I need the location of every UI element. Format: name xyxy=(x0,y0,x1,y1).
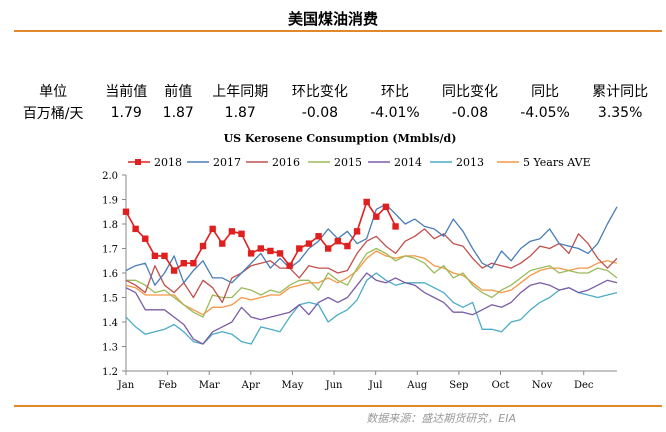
legend-label: 2015 xyxy=(334,156,362,169)
legend-marker xyxy=(135,159,141,165)
data-point xyxy=(392,223,399,230)
data-point xyxy=(247,250,255,257)
stats-header-cell: 累计同比 xyxy=(592,84,649,100)
stats-value-cell: -0.08 xyxy=(451,105,489,121)
stats-value-cell: 百万桶/天 xyxy=(22,106,84,122)
data-point xyxy=(219,240,226,247)
stats-header-cell: 前值 xyxy=(164,84,193,100)
data-point xyxy=(238,230,245,237)
series-line-2017 xyxy=(125,203,618,286)
stats-value-cell: -4.05% xyxy=(520,105,570,121)
data-point xyxy=(382,203,390,211)
data-point xyxy=(353,228,361,235)
stats-header-cell: 同比 xyxy=(531,84,560,100)
page-title: 美国煤油消费 xyxy=(287,10,378,28)
y-tick-label: 1.5 xyxy=(102,294,118,305)
series-line-5-years-ave xyxy=(125,250,618,316)
x-tick-label: Nov xyxy=(532,380,553,391)
stats-header-cell: 环比 xyxy=(380,84,409,100)
stats-header-cell: 环比变化 xyxy=(291,84,348,100)
chart-title: US Kerosene Consumption (Mmbls/d) xyxy=(224,132,457,145)
x-tick-label: Jun xyxy=(325,380,343,391)
legend-label: 2014 xyxy=(394,156,422,169)
y-tick-label: 1.6 xyxy=(102,269,118,280)
legend-label: 2013 xyxy=(456,156,484,169)
x-tick-label: May xyxy=(282,380,304,391)
x-tick-label: Sep xyxy=(449,380,468,391)
data-point xyxy=(305,240,313,247)
data-point xyxy=(132,225,139,233)
data-point xyxy=(161,252,168,260)
series-line-2014 xyxy=(125,272,618,345)
data-point xyxy=(199,242,207,250)
stats-header-cell: 当前值 xyxy=(105,84,148,100)
data-point xyxy=(142,235,149,242)
data-point xyxy=(151,252,159,260)
x-tick-label: Jan xyxy=(117,380,135,391)
x-tick-label: Apr xyxy=(241,380,261,391)
series-line-2018 xyxy=(125,201,397,272)
stats-value-cell: 1.79 xyxy=(110,105,142,121)
data-point xyxy=(296,245,303,252)
data-point xyxy=(190,260,197,267)
x-tick-label: Feb xyxy=(158,380,177,391)
stats-value-cell: 1.87 xyxy=(162,105,194,121)
data-point xyxy=(170,267,178,274)
data-point xyxy=(324,245,332,252)
y-tick-label: 1.4 xyxy=(102,318,118,329)
legend-label: 2018 xyxy=(154,156,182,169)
data-point xyxy=(122,208,130,215)
y-tick-label: 1.3 xyxy=(102,343,118,354)
data-point xyxy=(257,245,264,252)
y-tick-label: 2.0 xyxy=(102,171,118,182)
y-tick-label: 1.2 xyxy=(102,367,118,378)
kerosene-line-chart: US Kerosene Consumption (Mmbls/d) 2018 201… xyxy=(102,132,618,391)
stats-table: 单位 当前值 前值 上年同期 环比变化 环比 同比变化 同比 累计同比 百万桶/… xyxy=(10,80,660,124)
x-tick-label: Oct xyxy=(492,380,510,391)
stats-value-cell: 1.87 xyxy=(224,105,256,121)
stats-value-cell: 3.35% xyxy=(597,105,643,121)
footer-divider xyxy=(14,405,662,407)
x-tick-label: Dec xyxy=(574,380,594,391)
data-point xyxy=(276,250,284,257)
data-point xyxy=(334,237,342,245)
stats-header-cell: 同比变化 xyxy=(442,84,499,100)
data-point xyxy=(209,225,216,233)
legend-label: 2017 xyxy=(213,156,241,169)
data-point xyxy=(373,213,380,220)
source-note: 数据来源：盛达期货研究，EIA xyxy=(366,412,516,425)
data-point xyxy=(267,247,274,255)
x-tick-label: Aug xyxy=(406,380,428,391)
stats-value-cell: -0.08 xyxy=(301,105,339,121)
stats-header-row: 单位 当前值 前值 上年同期 环比变化 环比 同比变化 同比 累计同比 xyxy=(10,80,660,102)
data-point xyxy=(286,262,293,269)
x-tick-label: Jul xyxy=(368,380,383,391)
y-tick-label: 1.8 xyxy=(102,220,118,231)
stats-value-cell: -4.01% xyxy=(370,105,420,121)
series-line-2015 xyxy=(126,247,618,318)
legend-label: 2016 xyxy=(272,156,300,169)
stats-value-row: 百万桶/天 1.79 1.87 1.87 -0.08 -4.01% -0.08 … xyxy=(10,102,660,124)
x-tick-label: Mar xyxy=(199,380,220,391)
data-point xyxy=(315,233,322,240)
y-tick-label: 1.9 xyxy=(102,196,118,207)
legend-label: 5 Years AVE xyxy=(523,156,591,169)
y-tick-label: 1.7 xyxy=(102,245,118,256)
title-divider xyxy=(14,30,662,32)
data-point xyxy=(180,260,187,267)
data-point xyxy=(228,228,236,235)
data-point xyxy=(363,198,370,206)
stats-header-cell: 单位 xyxy=(39,84,68,100)
data-point xyxy=(344,242,351,250)
stats-header-cell: 上年同期 xyxy=(212,84,269,100)
series-line-2016 xyxy=(125,228,618,304)
